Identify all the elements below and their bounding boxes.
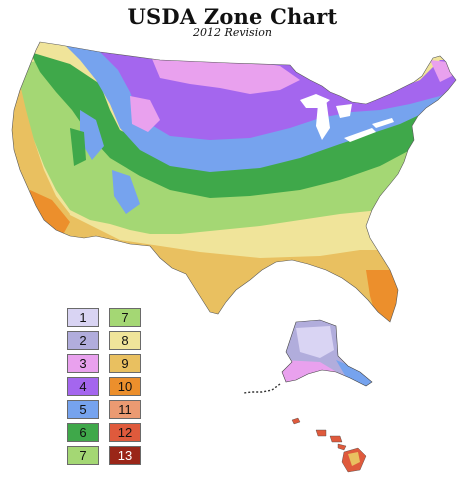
chart-subtitle: 2012 Revision	[193, 26, 272, 39]
legend-swatch-1: 1	[67, 308, 99, 327]
legend-swatch-13: 13	[109, 446, 141, 465]
legend-swatch-4: 4	[67, 377, 99, 396]
legend-swatch-3: 3	[67, 354, 99, 373]
chart-title: USDA Zone Chart	[127, 4, 338, 29]
hawaii-zones	[291, 417, 367, 473]
legend-swatch-8: 8	[109, 331, 141, 350]
legend-swatch-9: 9	[109, 354, 141, 373]
legend-swatch-7a: 7	[67, 446, 99, 465]
legend-swatch-6: 6	[67, 423, 99, 442]
legend-swatch-12: 12	[109, 423, 141, 442]
contiguous-us-zones	[12, 42, 456, 322]
legend-swatch-5: 5	[67, 400, 99, 419]
legend-swatch-2: 2	[67, 331, 99, 350]
legend-swatch-11: 11	[109, 400, 141, 419]
legend-swatch-7b: 7	[109, 308, 141, 327]
alaska-zones	[243, 319, 373, 394]
legend-swatch-10: 10	[109, 377, 141, 396]
